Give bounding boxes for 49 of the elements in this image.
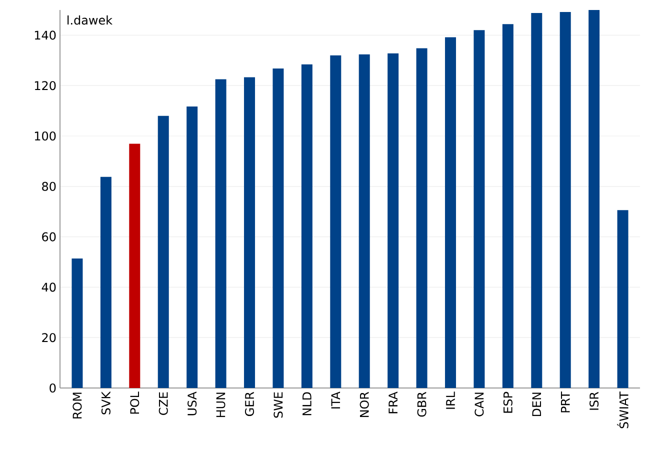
y-tick-label: 0 (50, 383, 56, 393)
bar (588, 10, 600, 388)
bar (560, 12, 571, 388)
bar (358, 54, 370, 388)
x-tick-label: NLD (302, 392, 312, 416)
bar (416, 48, 428, 388)
x-tick-label: PRT (560, 391, 570, 412)
bar (531, 13, 542, 388)
bar (244, 77, 256, 388)
y-tick-label: 20 (42, 333, 56, 342)
bar (301, 64, 312, 388)
bar (617, 210, 628, 388)
bar (330, 55, 342, 388)
y-tick-label: 60 (42, 232, 56, 242)
bar (158, 116, 169, 388)
x-tick-label: IRL (446, 392, 455, 409)
x-tick-label: SVK (101, 391, 110, 414)
x-tick-label: POL (130, 392, 140, 414)
bar (100, 176, 112, 388)
x-tick-label: DEN (532, 392, 541, 416)
bar (186, 106, 198, 388)
x-tick-label: ŚWIAT (617, 391, 628, 428)
bar (272, 68, 284, 388)
x-tick-label: USA (188, 392, 197, 416)
x-tick-label: HUN (216, 392, 226, 418)
y-tick-label: 140 (34, 30, 56, 40)
bar (72, 258, 83, 388)
bar (215, 79, 226, 388)
bar (388, 53, 399, 388)
bar (474, 30, 485, 388)
x-tick-label: GER (244, 392, 254, 416)
x-tick-label: FRA (388, 392, 398, 414)
bar (445, 37, 456, 388)
y-axis-title: l.dawek (68, 15, 112, 25)
bar (129, 144, 140, 388)
x-tick-label: CAN (474, 392, 484, 416)
x-tick-label: SWE (274, 392, 283, 418)
x-tick-label: ISR (590, 392, 599, 410)
x-tick-label: ROM (72, 392, 82, 418)
x-tick-label: ITA (331, 392, 340, 408)
x-tick-label: GBR (417, 392, 426, 417)
y-tick-label: 80 (42, 182, 56, 191)
x-tick-label: NOR (360, 392, 369, 418)
bar (502, 24, 514, 388)
y-tick-label: 40 (42, 282, 56, 292)
y-tick-label: 100 (34, 131, 56, 141)
y-tick-label: 120 (34, 81, 56, 90)
x-tick-label: CZE (158, 392, 168, 415)
x-tick-label: ESP (503, 392, 512, 413)
